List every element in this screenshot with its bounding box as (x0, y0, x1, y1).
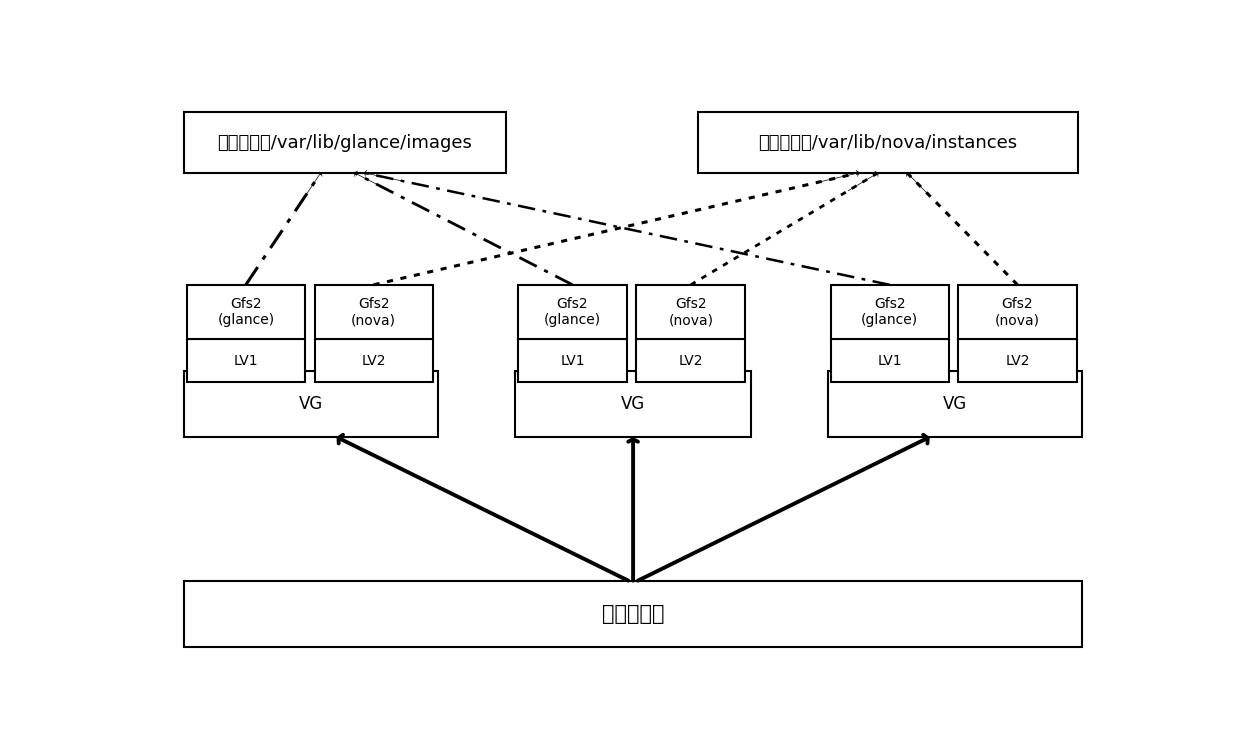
Text: LV1: LV1 (878, 354, 901, 368)
Bar (518, 339, 627, 383)
Bar (959, 285, 1076, 339)
Text: VG: VG (299, 395, 324, 413)
Text: 控制节点：/var/lib/glance/images: 控制节点：/var/lib/glance/images (217, 134, 472, 151)
Bar (831, 339, 949, 383)
Bar (959, 339, 1076, 383)
Bar (698, 113, 1078, 173)
Text: LV2: LV2 (1006, 354, 1029, 368)
Text: LV2: LV2 (361, 354, 386, 368)
Bar (184, 113, 506, 173)
Text: Gfs2
(nova): Gfs2 (nova) (668, 297, 713, 327)
Text: 共享存储卷: 共享存储卷 (601, 604, 665, 624)
Bar (516, 371, 750, 437)
Bar (315, 339, 433, 383)
Bar (315, 285, 433, 339)
Bar (187, 339, 305, 383)
Text: VG: VG (621, 395, 645, 413)
Text: Gfs2
(glance): Gfs2 (glance) (861, 297, 919, 327)
Bar (831, 285, 949, 339)
Bar (187, 285, 305, 339)
Bar (184, 580, 1083, 647)
Text: Gfs2
(glance): Gfs2 (glance) (217, 297, 274, 327)
Bar (636, 339, 745, 383)
Bar (636, 285, 745, 339)
Text: LV2: LV2 (678, 354, 703, 368)
Text: Gfs2
(nova): Gfs2 (nova) (351, 297, 396, 327)
Bar (828, 371, 1083, 437)
Text: LV1: LV1 (233, 354, 258, 368)
Text: 计算节点：/var/lib/nova/instances: 计算节点：/var/lib/nova/instances (758, 134, 1017, 151)
Text: Gfs2
(glance): Gfs2 (glance) (544, 297, 601, 327)
Bar (184, 371, 439, 437)
Bar (518, 285, 627, 339)
Text: Gfs2
(nova): Gfs2 (nova) (994, 297, 1040, 327)
Text: VG: VG (942, 395, 967, 413)
Text: LV1: LV1 (560, 354, 585, 368)
